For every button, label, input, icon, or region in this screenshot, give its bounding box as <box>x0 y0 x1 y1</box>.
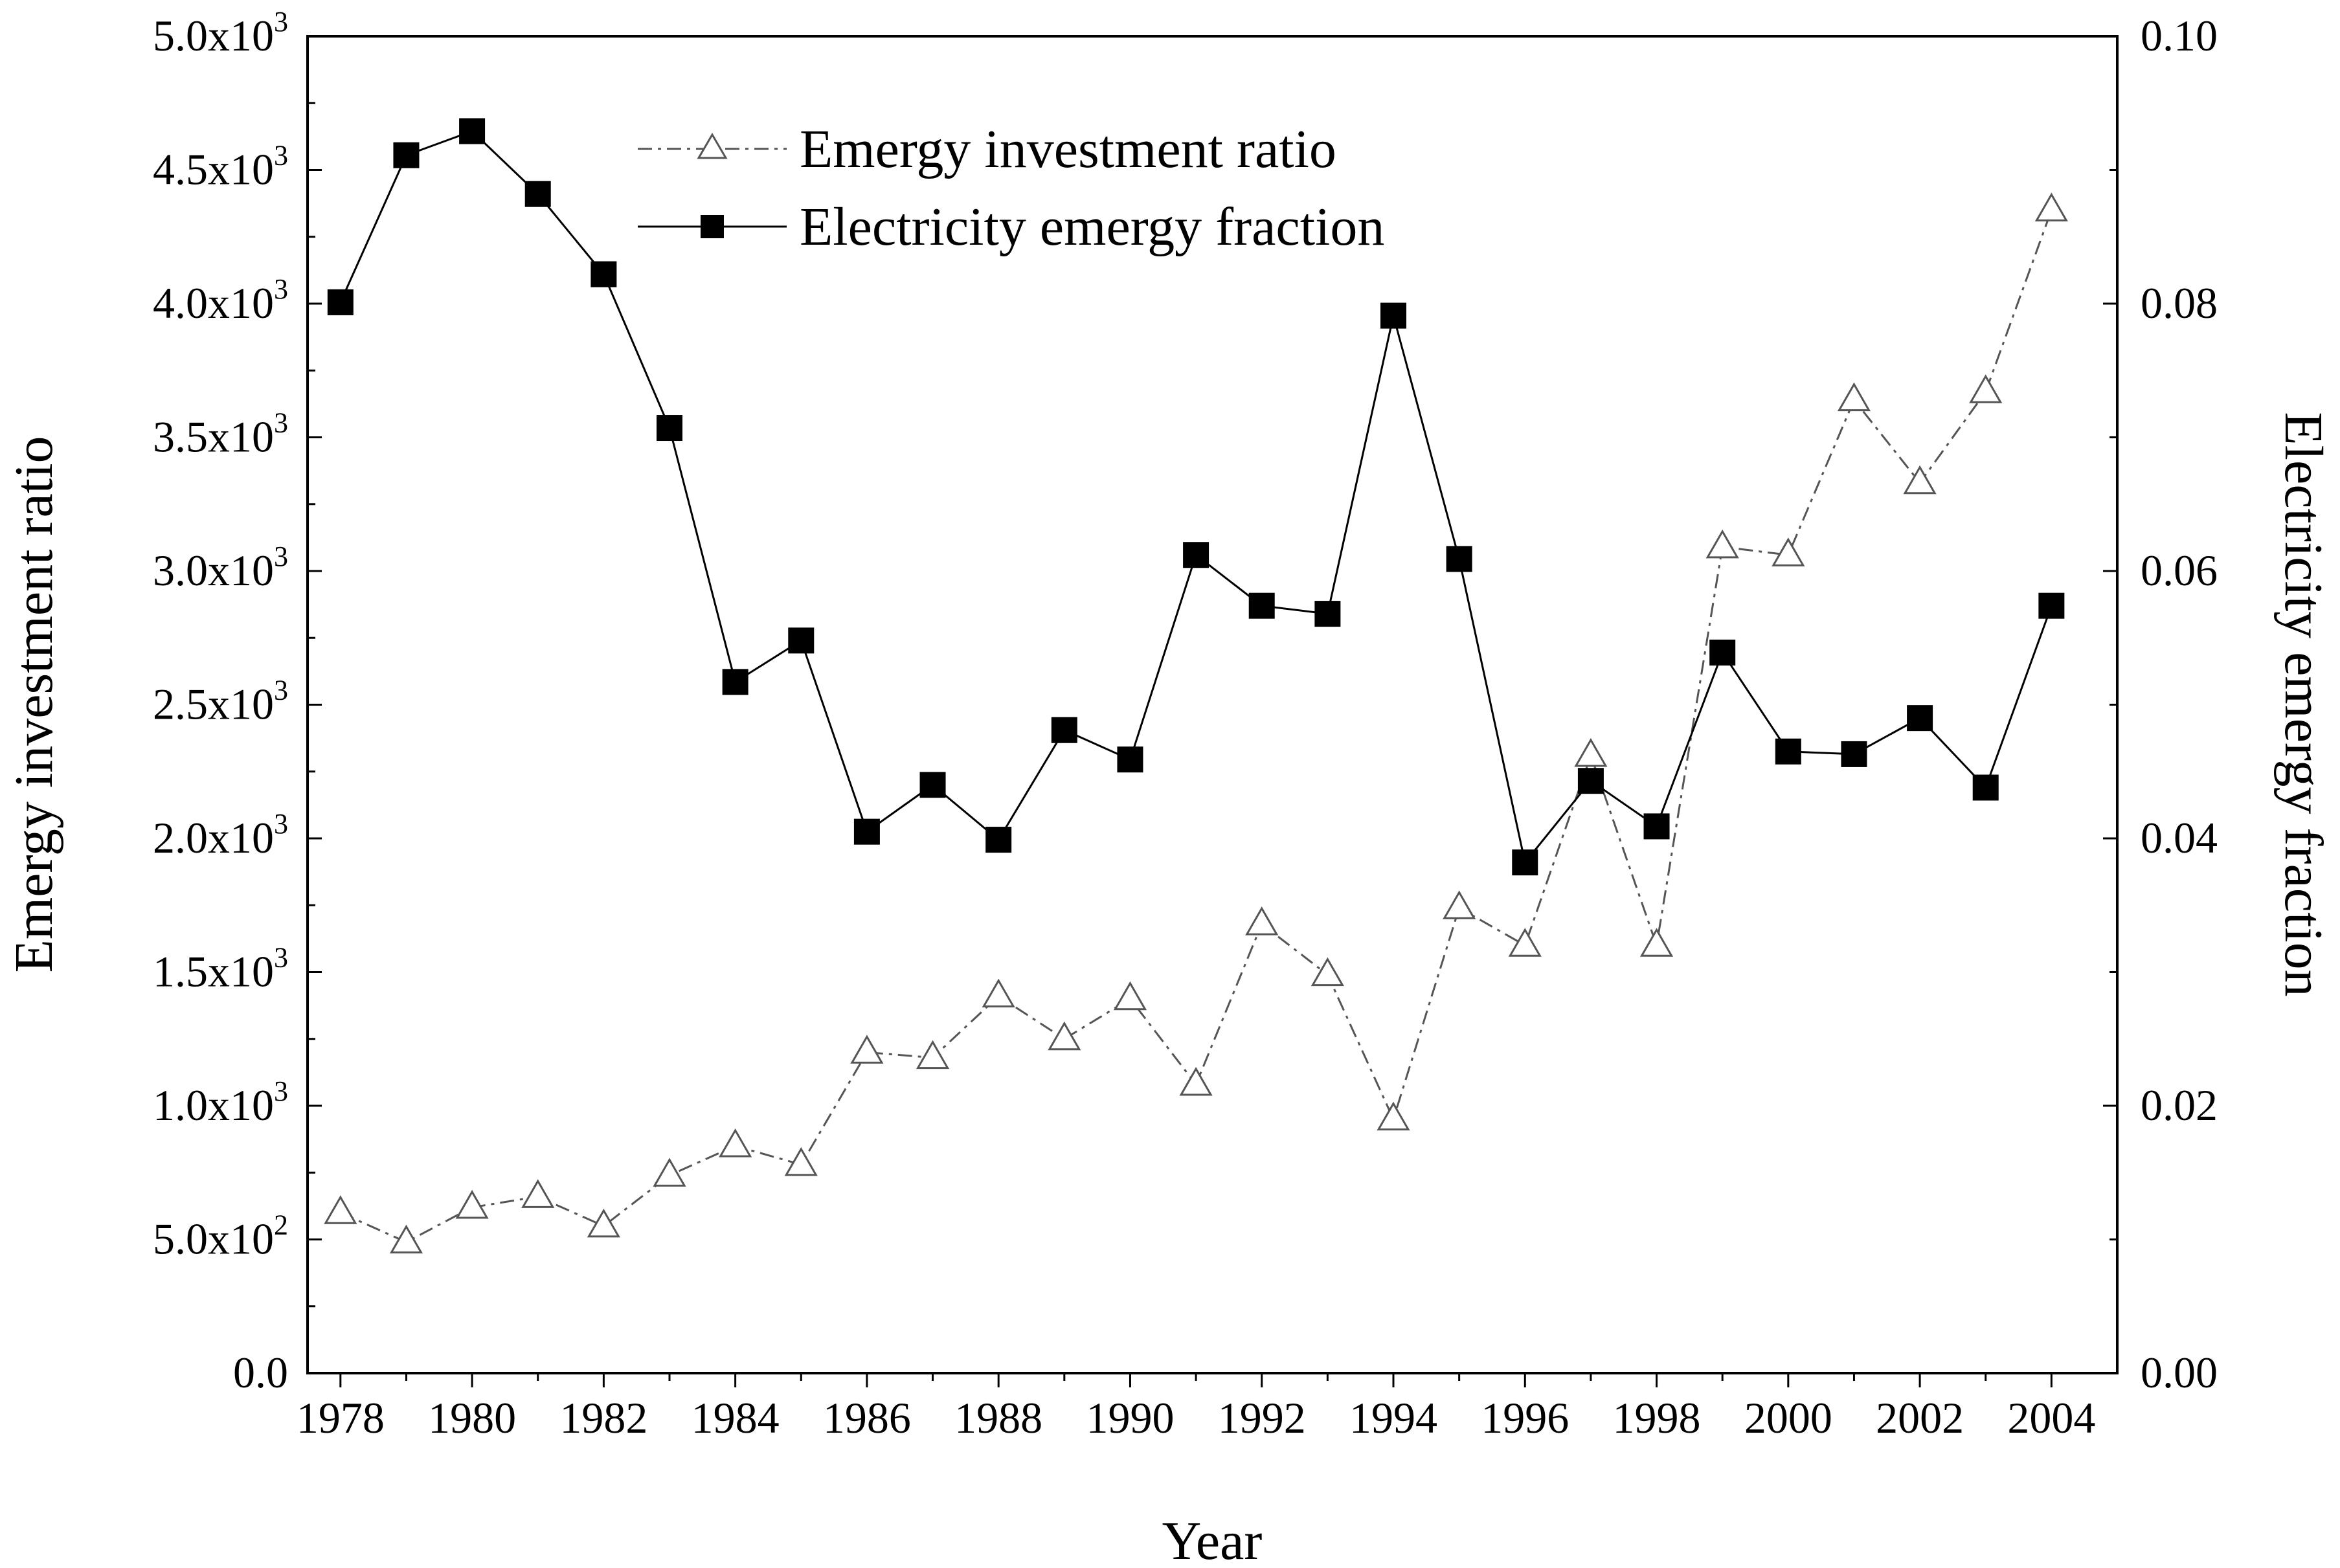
right-y-tick-label: 0.06 <box>2141 546 2218 595</box>
left-y-tick-label: 2.0x103 <box>153 808 288 862</box>
data-point-triangle <box>1245 906 1279 935</box>
data-point-triangle <box>653 1158 686 1187</box>
data-point-triangle <box>1772 537 1805 566</box>
data-point-square <box>1183 542 1209 568</box>
data-point-triangle <box>1048 1021 1081 1051</box>
data-point-triangle <box>389 1224 423 1254</box>
data-point-triangle <box>1113 981 1147 1011</box>
left-y-tick-label: 4.5x103 <box>153 140 288 194</box>
legend-label-electricity-fraction: Electricity emergy fraction <box>800 197 1384 257</box>
data-point-square <box>919 772 946 798</box>
data-point-triangle <box>1377 1101 1410 1131</box>
data-point-square <box>327 289 354 315</box>
data-point-square <box>1841 741 1867 767</box>
left-y-tick-label: 4.0x103 <box>153 273 288 328</box>
data-point-triangle <box>1903 465 1937 495</box>
left-y-tick-label: 3.5x103 <box>153 407 288 462</box>
left-y-tick-label: 1.5x103 <box>153 942 288 996</box>
data-point-square <box>524 181 551 207</box>
data-point-triangle <box>1574 737 1608 767</box>
x-axis-ticks: 1978 1980 1982 1984 1986 1988 1990 1992 1994 1996… <box>297 1373 2095 1442</box>
x-tick-label: 1996 <box>1481 1393 1569 1442</box>
left-y-tick-label: 1.0x103 <box>153 1075 288 1130</box>
left-y-tick-label: 2.5x103 <box>153 675 288 729</box>
right-y-axis-ticks: 0.00 0.02 0.04 0.06 0.08 0.10 <box>2103 11 2218 1397</box>
data-point-triangle <box>850 1035 884 1064</box>
x-tick-label: 1990 <box>1086 1393 1174 1442</box>
data-point-triangle <box>1508 928 1542 957</box>
legend-marker-square-icon <box>701 215 724 238</box>
data-point-square <box>1248 592 1275 619</box>
x-tick-label: 1992 <box>1218 1393 1306 1442</box>
left-y-tick-label: 5.0x102 <box>153 1209 288 1264</box>
data-point-triangle <box>982 978 1015 1008</box>
data-point-square <box>722 669 748 695</box>
right-y-tick-label: 0.00 <box>2141 1348 2218 1397</box>
data-point-square <box>1446 546 1472 572</box>
x-axis-title: Year <box>1162 1511 1263 1568</box>
data-point-square <box>1907 705 1933 732</box>
data-point-square <box>393 142 420 168</box>
data-point-square <box>1117 746 1143 773</box>
left-y-axis-title: Emergy investment ratio <box>4 436 64 973</box>
data-point-square <box>1775 738 1801 765</box>
left-y-axis-ticks: 0.0 5.0x102 1.0x103 1.5x103 2.0x103 2.5x103 3.… <box>153 6 322 1397</box>
x-tick-label: 1994 <box>1349 1393 1437 1442</box>
data-point-square <box>1380 302 1406 329</box>
data-point-square <box>2038 592 2065 619</box>
data-point-square <box>1051 717 1077 743</box>
data-point-triangle <box>324 1195 357 1224</box>
data-point-triangle <box>1179 1066 1213 1096</box>
right-y-tick-label: 0.08 <box>2141 278 2218 328</box>
data-point-square <box>1643 813 1670 840</box>
x-tick-label: 2004 <box>2007 1393 2095 1442</box>
left-y-tick-label: 5.0x103 <box>153 6 288 60</box>
data-point-triangle <box>1969 374 2003 403</box>
legend-label-investment-ratio: Emergy investment ratio <box>800 119 1336 179</box>
data-point-triangle <box>587 1208 620 1238</box>
right-y-axis-title: Electricity emergy fraction <box>2273 412 2334 996</box>
data-point-square <box>591 261 617 287</box>
x-tick-label: 1986 <box>823 1393 911 1442</box>
right-y-tick-label: 0.02 <box>2141 1081 2218 1130</box>
legend-marker-triangle-icon <box>697 133 728 159</box>
data-point-triangle <box>521 1179 555 1208</box>
right-y-tick-label: 0.04 <box>2141 813 2218 862</box>
data-point-triangle <box>1443 890 1476 919</box>
data-point-square <box>985 827 1012 853</box>
x-tick-label: 1980 <box>428 1393 516 1442</box>
x-tick-label: 1982 <box>559 1393 647 1442</box>
data-point-triangle <box>1311 957 1344 987</box>
x-tick-label: 1998 <box>1613 1393 1701 1442</box>
legend: Emergy investment ratio Electricity emer… <box>638 119 1384 257</box>
data-point-triangle <box>916 1040 950 1070</box>
data-point-square <box>853 818 880 845</box>
data-point-square <box>1577 768 1604 794</box>
data-point-square <box>1314 601 1341 627</box>
x-tick-label: 1978 <box>297 1393 385 1442</box>
data-point-triangle <box>1639 928 1674 957</box>
data-point-triangle <box>784 1147 818 1176</box>
data-point-triangle <box>2034 192 2068 221</box>
data-point-square <box>1972 774 1999 801</box>
data-point-square <box>1512 849 1538 876</box>
data-point-triangle <box>1705 529 1739 559</box>
data-point-triangle <box>719 1128 752 1158</box>
data-point-square <box>657 415 682 442</box>
series-layer <box>324 118 2068 1254</box>
x-tick-label: 2000 <box>1744 1393 1832 1442</box>
x-tick-label: 1984 <box>692 1393 780 1442</box>
data-point-square <box>1709 639 1736 666</box>
data-point-square <box>459 118 486 144</box>
x-tick-label: 2002 <box>1876 1393 1964 1442</box>
left-y-tick-label: 0.0 <box>233 1348 288 1397</box>
x-tick-label: 1988 <box>954 1393 1042 1442</box>
data-point-square <box>788 627 815 654</box>
left-y-tick-label: 3.0x103 <box>153 541 288 595</box>
data-point-triangle <box>455 1189 489 1219</box>
right-y-tick-label: 0.10 <box>2141 11 2218 60</box>
data-point-triangle <box>1837 382 1871 412</box>
